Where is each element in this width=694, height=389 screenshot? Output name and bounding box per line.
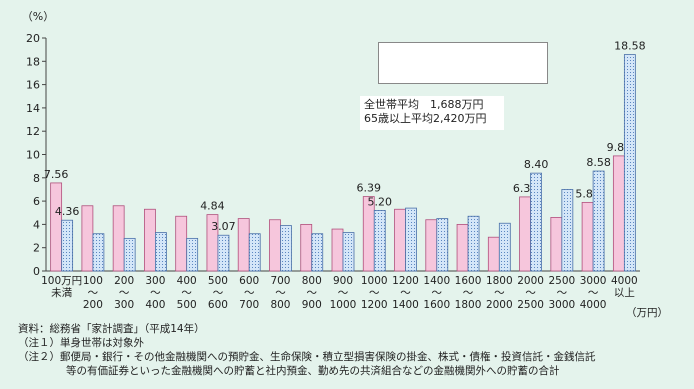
- bar: [144, 208, 156, 272]
- y-tick-label: 6: [33, 195, 40, 208]
- data-label: 4.36: [55, 205, 80, 218]
- y-tick-label: 14: [26, 102, 40, 115]
- data-label: 8.40: [524, 158, 549, 171]
- data-label: 8.58: [586, 156, 611, 169]
- bar: [405, 207, 417, 272]
- x-tick-label: 2000 〜 2500: [517, 275, 544, 311]
- bar: [373, 210, 386, 272]
- x-tick-label: 1400 〜 1600: [423, 275, 451, 311]
- x-tick-label: 1800 〜 2000: [485, 275, 513, 311]
- x-tick-label: 900 〜 1000: [329, 275, 357, 311]
- data-label: 4.84: [200, 200, 225, 213]
- y-tick-label: 12: [26, 125, 40, 138]
- bar: [123, 237, 136, 272]
- bar: [530, 172, 542, 272]
- bar: [50, 182, 63, 272]
- data-label: 7.56: [44, 168, 69, 181]
- bar: [217, 234, 230, 272]
- bar: [342, 232, 355, 272]
- note: 等の有価証券といった金融機関への貯蓄と社内預金、勤め先の共済組合などの金融機関外…: [66, 365, 560, 377]
- bar: [425, 219, 438, 272]
- note: （注１）単身世帯は対象外: [18, 337, 144, 349]
- y-tick-label: 20: [26, 32, 40, 45]
- x-tick-label: 300 〜 400: [145, 275, 166, 311]
- x-tick-label: 1600 〜 1800: [454, 275, 482, 311]
- y-tick-label: 8: [33, 172, 40, 185]
- y-tick-label: 18: [26, 55, 40, 68]
- bar: [394, 208, 406, 272]
- bar: [467, 215, 480, 272]
- bar: [300, 223, 313, 272]
- data-label: 18.58: [614, 40, 646, 53]
- x-tick-label: 200 〜 300: [114, 275, 135, 311]
- bar: [61, 219, 74, 272]
- x-tick-label: 1200 〜 1400: [392, 275, 419, 311]
- bar: [623, 54, 636, 272]
- bar: [81, 205, 94, 272]
- bar: [237, 218, 250, 272]
- x-unit: （万円）: [626, 307, 668, 319]
- bar: [436, 218, 449, 272]
- y-tick-label: 10: [26, 149, 40, 162]
- x-tick-label: 500 〜 600: [207, 275, 228, 311]
- bar: [186, 237, 199, 272]
- x-tick-label: 1000 〜 1200: [360, 275, 388, 311]
- bar: [456, 223, 469, 272]
- annotation: 全世帯平均 1,688万円: [364, 98, 484, 111]
- bar: [592, 170, 605, 272]
- bar: [280, 225, 292, 272]
- bar: [487, 236, 500, 272]
- bar: [498, 222, 511, 272]
- bar: [269, 219, 281, 272]
- bar: [311, 233, 324, 272]
- bar: [331, 228, 344, 272]
- y-tick-label: 4: [33, 218, 40, 231]
- y-tick-label: 16: [26, 79, 40, 92]
- note: 資料：総務省「家計調査」（平成14年）: [18, 323, 205, 335]
- bar: [581, 201, 594, 272]
- legend: [378, 42, 548, 84]
- note: （注２）郵便局・銀行・その他金融機関への預貯金、生命保険・積立型損害保険の掛金、…: [18, 351, 596, 363]
- data-label: 5.20: [368, 195, 393, 208]
- x-tick-label: 3000 〜 4000: [579, 275, 607, 311]
- bar: [561, 189, 574, 272]
- x-tick-label: 100万円 未満: [41, 275, 83, 299]
- data-label: 6.39: [357, 182, 382, 195]
- x-tick-label: 800 〜 900: [301, 275, 322, 311]
- bar: [612, 155, 625, 272]
- x-tick-label: 400 〜 500: [176, 275, 197, 311]
- bar: [248, 233, 261, 272]
- data-label: 3.07: [211, 220, 236, 233]
- bar: [92, 233, 105, 272]
- x-tick-label: 4000 以上: [610, 275, 638, 299]
- bar: [550, 217, 563, 272]
- annotation: 65歳以上平均2,420万円: [364, 112, 487, 125]
- bar: [175, 215, 188, 272]
- x-tick-label: 100 〜 200: [82, 275, 103, 311]
- x-tick-label: 700 〜 800: [270, 275, 291, 311]
- bar: [519, 196, 531, 272]
- y-tick-label: 2: [33, 242, 40, 255]
- y-unit: （%）: [22, 10, 54, 23]
- annotation-box: 全世帯平均 1,688万円 65歳以上平均2,420万円: [360, 96, 504, 130]
- bar: [112, 205, 125, 272]
- y-tick-label: 0: [33, 265, 40, 278]
- x-tick-label: 600 〜 700: [239, 275, 260, 311]
- x-tick-label: 2500 〜 3000: [548, 275, 576, 311]
- bar: [155, 232, 167, 272]
